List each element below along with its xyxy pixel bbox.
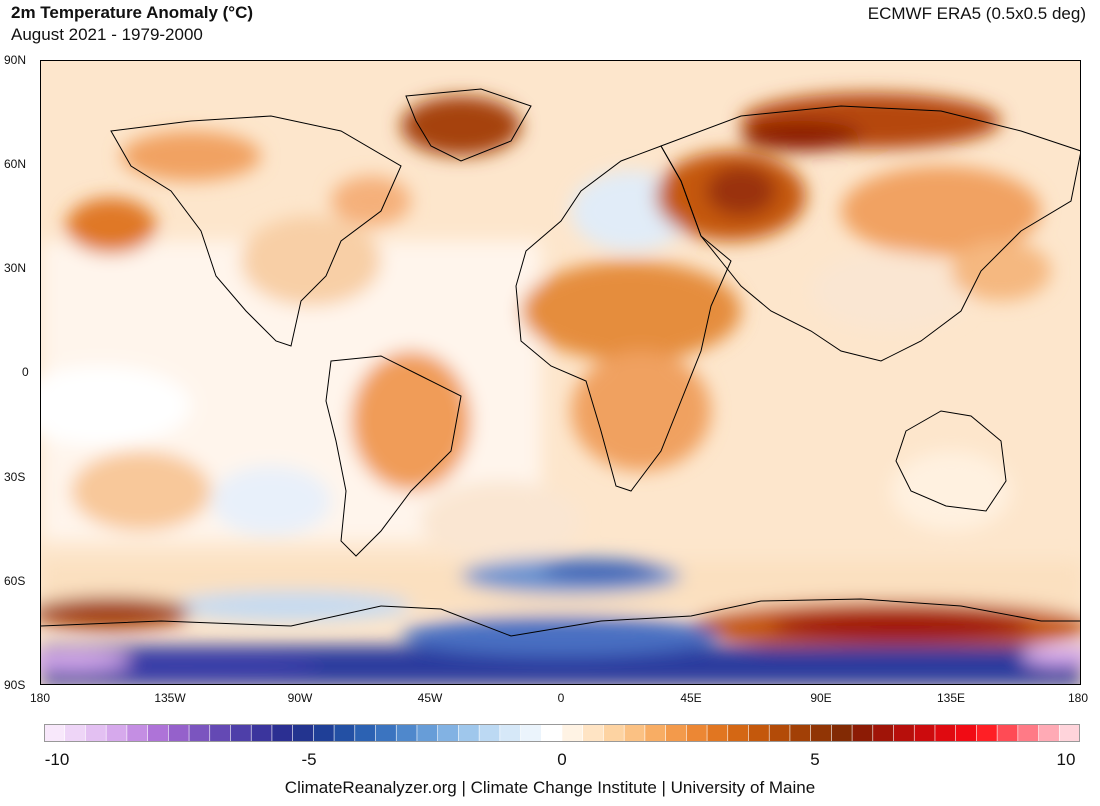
colorbar-swatch	[416, 724, 439, 742]
colorbar-swatch	[872, 724, 895, 742]
colorbar-swatch	[354, 724, 377, 742]
colorbar-swatch	[831, 724, 853, 742]
colorbar-swatch	[271, 724, 294, 742]
colorbar-label-5: 5	[810, 750, 820, 769]
colorbar-swatch	[810, 724, 833, 742]
south-america-outline	[325, 355, 462, 557]
lat-label-90n: 90N	[4, 53, 27, 67]
lon-label-45w: 45W	[417, 691, 443, 705]
colorbar-swatch	[520, 724, 543, 742]
colorbar-swatch	[665, 724, 688, 742]
colorbar-swatch	[644, 724, 667, 742]
colorbar-swatch	[851, 724, 874, 742]
colorbar-swatch	[230, 724, 252, 742]
colorbar-swatch	[64, 724, 87, 742]
colorbar	[44, 724, 1080, 742]
colorbar-label-max: 10	[1056, 750, 1076, 769]
map-canvas	[41, 61, 1080, 684]
colorbar-swatch	[727, 724, 750, 742]
colorbar-swatch	[313, 724, 335, 742]
lon-label-0: 0	[557, 691, 565, 705]
lon-label-135e: 135E	[936, 691, 966, 705]
lon-label-90e: 90E	[810, 691, 832, 705]
lat-label-0: 0	[22, 365, 29, 379]
colorbar-swatch	[209, 724, 232, 742]
colorbar-swatch	[603, 724, 625, 742]
colorbar-border	[44, 724, 1080, 742]
colorbar-swatch	[934, 724, 957, 742]
colorbar-swatch	[540, 724, 563, 742]
colorbar-swatch	[478, 724, 501, 742]
australia-outline	[895, 410, 1007, 512]
lon-label-180w: 180	[29, 691, 51, 705]
lon-label-135w: 135W	[154, 691, 186, 705]
colorbar-swatch	[686, 724, 708, 742]
colorbar-swatch	[623, 724, 646, 742]
lon-label-180e: 180	[1067, 691, 1089, 705]
colorbar-swatch	[955, 724, 978, 742]
anomaly-map	[40, 60, 1081, 685]
colorbar-swatch	[333, 724, 356, 742]
colorbar-swatch	[582, 724, 605, 742]
lat-label-60n: 60N	[4, 157, 27, 171]
colorbar-swatch	[395, 724, 418, 742]
colorbar-swatch	[561, 724, 584, 742]
colorbar-swatch	[292, 724, 315, 742]
colorbar-swatch	[1038, 724, 1061, 742]
colorbar-swatch	[437, 724, 460, 742]
lat-label-30s: 30S	[4, 470, 26, 484]
colorbar-label-neg5: -5	[301, 750, 317, 769]
colorbar-label-zero: 0	[557, 750, 567, 769]
footer-credit: ClimateReanalyzer.org | Climate Change I…	[284, 778, 816, 797]
colorbar-swatch	[893, 724, 916, 742]
colorbar-swatch	[789, 724, 812, 742]
colorbar-swatch	[44, 724, 66, 742]
colorbar-swatch	[126, 724, 149, 742]
colorbar-swatch	[1017, 724, 1040, 742]
colorbar-swatch	[85, 724, 107, 742]
lon-label-45e: 45E	[680, 691, 702, 705]
anomaly-field	[41, 93, 1080, 684]
chart-title: 2m Temperature Anomaly (°C)	[11, 3, 254, 22]
colorbar-swatch	[499, 724, 522, 742]
europe-africa-outline	[515, 145, 732, 492]
colorbar-swatch	[458, 724, 480, 742]
colorbar-swatch	[996, 724, 1019, 742]
lon-label-90w: 90W	[287, 691, 313, 705]
chart-subtitle: August 2021 - 1979-2000	[11, 25, 203, 44]
data-source: ECMWF ERA5 (0.5x0.5 deg)	[867, 4, 1086, 23]
colorbar-swatch	[706, 724, 729, 742]
colorbar-swatch	[105, 724, 128, 742]
north-america-outline	[110, 115, 402, 347]
lat-label-60s: 60S	[4, 574, 26, 588]
colorbar-swatch	[768, 724, 791, 742]
colorbar-swatch	[375, 724, 398, 742]
colorbar-swatch	[188, 724, 211, 742]
lat-label-90s: 90S	[4, 678, 26, 692]
greenland-outline	[405, 88, 532, 162]
colorbar-swatch	[250, 724, 273, 742]
antarctica-outline	[41, 598, 1080, 637]
colorbar-swatch	[1058, 724, 1080, 742]
colorbar-swatch	[147, 724, 170, 742]
coastlines	[41, 88, 1080, 637]
lat-label-30n: 30N	[4, 261, 27, 275]
colorbar-label-min: -10	[44, 750, 70, 769]
colorbar-swatch	[748, 724, 770, 742]
colorbar-swatch	[168, 724, 190, 742]
colorbar-swatch	[913, 724, 936, 742]
asia-outline	[660, 105, 1080, 362]
colorbar-swatch	[976, 724, 998, 742]
